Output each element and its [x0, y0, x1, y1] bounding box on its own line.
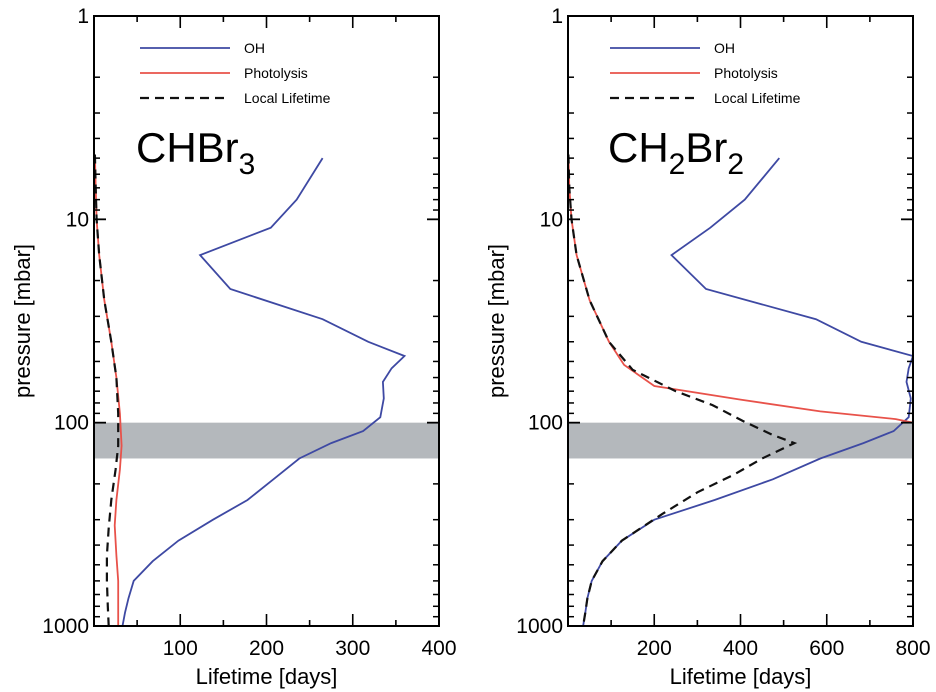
x-tick-label: 200: [637, 637, 672, 660]
x-axis-label: Lifetime [days]: [196, 664, 338, 689]
series-line-photolysis: [568, 154, 913, 424]
series-line-local-lifetime: [568, 154, 798, 626]
y-tick-label: 100: [528, 412, 563, 435]
series-line-oh: [121, 157, 407, 626]
legend-label: OH: [714, 40, 735, 56]
series-line-oh: [582, 157, 913, 626]
series-line-photolysis: [94, 154, 123, 626]
legend: OH Photolysis Local Lifetime: [610, 40, 801, 106]
x-tick-label: 100: [163, 637, 198, 660]
shaded-band: [568, 422, 913, 459]
y-tick-label: 1000: [516, 615, 563, 638]
x-tick-label: 300: [335, 637, 370, 660]
legend-label: Photolysis: [244, 65, 308, 81]
y-tick-label: 10: [66, 208, 89, 231]
panel-2: 1 10 100 1000 200 400 600 800 Lifetime [days] pre…: [484, 5, 931, 689]
series-line-local-lifetime: [94, 154, 120, 626]
y-tick-label: 1: [551, 5, 563, 28]
species-label: CHBr3: [136, 124, 255, 181]
legend-label: Photolysis: [714, 65, 778, 81]
y-axis-label: pressure [mbar]: [484, 244, 509, 398]
legend-label: Local Lifetime: [714, 90, 801, 106]
x-tick-label: 200: [249, 637, 284, 660]
y-tick-label: 1000: [42, 615, 89, 638]
plot-frame: [93, 15, 440, 627]
y-tick-label: 100: [54, 412, 89, 435]
y-axis-label: pressure [mbar]: [10, 244, 35, 398]
x-tick-label: 800: [895, 637, 930, 660]
x-tick-label: 400: [723, 637, 758, 660]
y-tick-label: 10: [540, 208, 563, 231]
panel-1: 1 10 100 1000 100 200 300 400 Lifetime [days] pre…: [10, 5, 457, 689]
legend-label: OH: [244, 40, 265, 56]
plot-frame: [567, 15, 914, 627]
y-tick-label: 1: [77, 5, 89, 28]
x-axis-label: Lifetime [days]: [670, 664, 812, 689]
species-label: CH2Br2: [608, 124, 744, 181]
legend-label: Local Lifetime: [244, 90, 331, 106]
shaded-band: [94, 422, 439, 459]
legend: OH Photolysis Local Lifetime: [140, 40, 331, 106]
x-tick-label: 600: [809, 637, 844, 660]
x-tick-label: 400: [421, 637, 456, 660]
